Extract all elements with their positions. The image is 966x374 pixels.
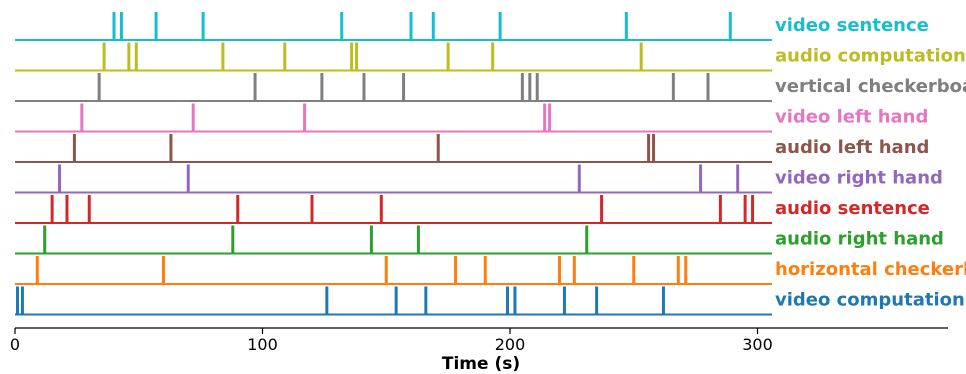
event-row: vertical checkerboard	[15, 73, 966, 102]
event-row: video left hand	[15, 103, 928, 133]
row-label: horizontal checkerboard	[775, 259, 966, 280]
event-row: video sentence	[15, 12, 929, 41]
event-row: audio right hand	[15, 225, 944, 255]
row-label: video left hand	[775, 107, 928, 128]
x-tick-label: 300	[742, 335, 773, 354]
event-row: video right hand	[15, 164, 943, 194]
row-label: video sentence	[775, 15, 929, 36]
event-rows: video sentence audio computation vertical …	[15, 12, 966, 316]
x-tick-label: 200	[495, 335, 526, 354]
row-label: audio sentence	[775, 198, 930, 219]
row-label: video right hand	[775, 168, 943, 189]
row-label: audio computation	[775, 46, 966, 67]
x-ticks: 0 100 200 300	[10, 328, 773, 354]
x-tick-label: 0	[10, 335, 20, 354]
event-row: audio left hand	[15, 134, 929, 163]
event-row: horizontal checkerboard	[15, 256, 966, 285]
event-row: audio sentence	[15, 195, 930, 224]
row-label: video computation	[775, 290, 965, 311]
x-axis-label: Time (s)	[442, 354, 520, 374]
row-label: audio right hand	[775, 229, 944, 250]
event-row: audio computation	[15, 42, 966, 72]
row-label: vertical checkerboard	[775, 76, 966, 97]
event-row: video computation	[15, 286, 965, 316]
row-label: audio left hand	[775, 137, 929, 158]
x-axis: 0 100 200 300 Time (s)	[10, 327, 948, 374]
x-tick-label: 100	[247, 335, 278, 354]
